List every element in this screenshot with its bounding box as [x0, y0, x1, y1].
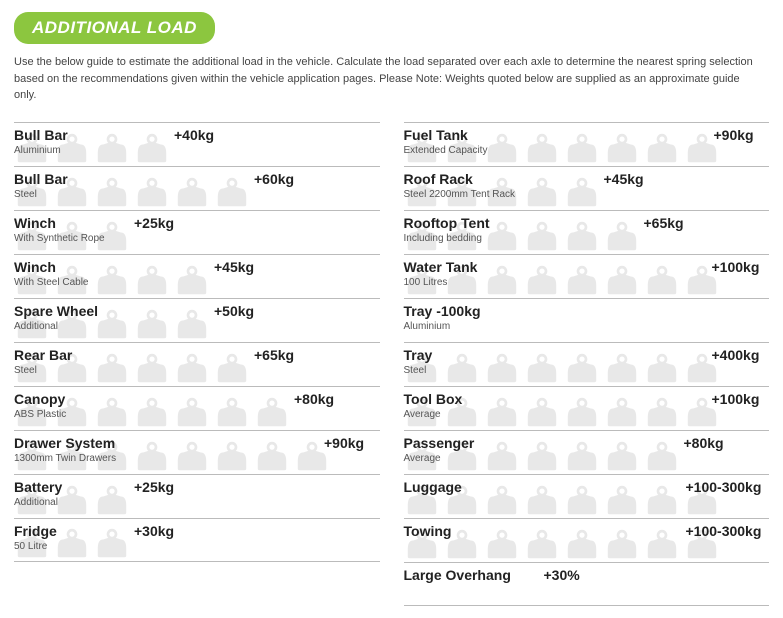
- item-subtitle: Aluminium: [404, 321, 451, 332]
- item-title: Canopy: [14, 391, 65, 407]
- item-title: Passenger: [404, 435, 475, 451]
- item-title: Large Overhang: [404, 567, 511, 583]
- item-value: +40kg: [174, 127, 214, 143]
- item-value: +45kg: [604, 171, 644, 187]
- load-item: Bull Bar Aluminium +40kg: [14, 122, 380, 166]
- item-subtitle: 100 Litres: [404, 277, 448, 288]
- load-item: Battery Additional +25kg: [14, 474, 380, 518]
- load-item: Spare Wheel Additional +50kg: [14, 298, 380, 342]
- item-value: +65kg: [254, 347, 294, 363]
- header-badge: ADDITIONAL LOAD: [14, 12, 215, 44]
- item-title: Fridge: [14, 523, 57, 539]
- item-title: Spare Wheel: [14, 303, 98, 319]
- item-value: +90kg: [714, 127, 754, 143]
- item-subtitle: Additional: [14, 321, 58, 332]
- load-item: Tray -100kg Aluminium: [404, 298, 770, 342]
- item-value: +30%: [544, 567, 580, 583]
- load-item: Winch With Steel Cable +45kg: [14, 254, 380, 298]
- item-value: +50kg: [214, 303, 254, 319]
- load-item: Canopy ABS Plastic +80kg: [14, 386, 380, 430]
- item-subtitle: Steel: [14, 189, 37, 200]
- item-value: +100-300kg: [686, 479, 762, 495]
- item-subtitle: With Steel Cable: [14, 277, 88, 288]
- item-value: +60kg: [254, 171, 294, 187]
- intro-text: Use the below guide to estimate the addi…: [14, 54, 754, 104]
- item-subtitle: Average: [404, 453, 441, 464]
- item-title: Bull Bar: [14, 127, 68, 143]
- item-title: Winch: [14, 259, 56, 275]
- item-subtitle: ABS Plastic: [14, 409, 66, 420]
- item-title: Roof Rack: [404, 171, 473, 187]
- item-subtitle: With Synthetic Rope: [14, 233, 105, 244]
- load-item: Luggage +100-300kg: [404, 474, 770, 518]
- load-item: Tool Box Average +100kg: [404, 386, 770, 430]
- item-value: +100kg: [712, 259, 760, 275]
- item-value: +90kg: [324, 435, 364, 451]
- right-column: Fuel Tank Extended Capacity +90kg Roof Rack…: [404, 122, 770, 606]
- left-column: Bull Bar Aluminium +40kg Bull Bar Steel +60kg…: [14, 122, 380, 606]
- item-value: +100kg: [712, 391, 760, 407]
- item-title: Tray -100kg: [404, 303, 481, 319]
- item-subtitle: Steel: [404, 365, 427, 376]
- load-item: Rear Bar Steel +65kg: [14, 342, 380, 386]
- item-title: Battery: [14, 479, 62, 495]
- item-value: +25kg: [134, 479, 174, 495]
- item-title: Luggage: [404, 479, 462, 495]
- item-subtitle: Additional: [14, 497, 58, 508]
- item-title: Towing: [404, 523, 452, 539]
- item-value: +100-300kg: [686, 523, 762, 539]
- item-title: Tray: [404, 347, 433, 363]
- load-item: Rooftop Tent Including bedding +65kg: [404, 210, 770, 254]
- item-subtitle: Steel 2200mm Tent Rack: [404, 189, 516, 200]
- load-item: Towing +100-300kg: [404, 518, 770, 562]
- load-item: Roof Rack Steel 2200mm Tent Rack +45kg: [404, 166, 770, 210]
- load-item: Water Tank 100 Litres +100kg: [404, 254, 770, 298]
- item-subtitle: Steel: [14, 365, 37, 376]
- load-item: Drawer System 1300mm Twin Drawers +90kg: [14, 430, 380, 474]
- item-subtitle: Aluminium: [14, 145, 61, 156]
- item-title: Water Tank: [404, 259, 478, 275]
- item-title: Tool Box: [404, 391, 463, 407]
- columns-container: Bull Bar Aluminium +40kg Bull Bar Steel +60kg…: [14, 122, 769, 606]
- item-title: Drawer System: [14, 435, 115, 451]
- item-value: +80kg: [684, 435, 724, 451]
- item-subtitle: Including bedding: [404, 233, 482, 244]
- load-item: Fuel Tank Extended Capacity +90kg: [404, 122, 770, 166]
- item-value: +65kg: [644, 215, 684, 231]
- load-item: Fridge 50 Litre +30kg: [14, 518, 380, 562]
- load-item: Tray Steel +400kg: [404, 342, 770, 386]
- load-item: Large Overhang +30%: [404, 562, 770, 606]
- item-value: +400kg: [712, 347, 760, 363]
- load-item: Bull Bar Steel +60kg: [14, 166, 380, 210]
- item-title: Rooftop Tent: [404, 215, 490, 231]
- item-title: Fuel Tank: [404, 127, 468, 143]
- item-value: +25kg: [134, 215, 174, 231]
- load-item: Winch With Synthetic Rope +25kg: [14, 210, 380, 254]
- item-subtitle: Extended Capacity: [404, 145, 488, 156]
- item-title: Bull Bar: [14, 171, 68, 187]
- item-title: Winch: [14, 215, 56, 231]
- item-subtitle: 50 Litre: [14, 541, 47, 552]
- item-subtitle: Average: [404, 409, 441, 420]
- item-value: +30kg: [134, 523, 174, 539]
- item-value: +45kg: [214, 259, 254, 275]
- item-value: +80kg: [294, 391, 334, 407]
- load-item: Passenger Average +80kg: [404, 430, 770, 474]
- item-subtitle: 1300mm Twin Drawers: [14, 453, 116, 464]
- item-title: Rear Bar: [14, 347, 72, 363]
